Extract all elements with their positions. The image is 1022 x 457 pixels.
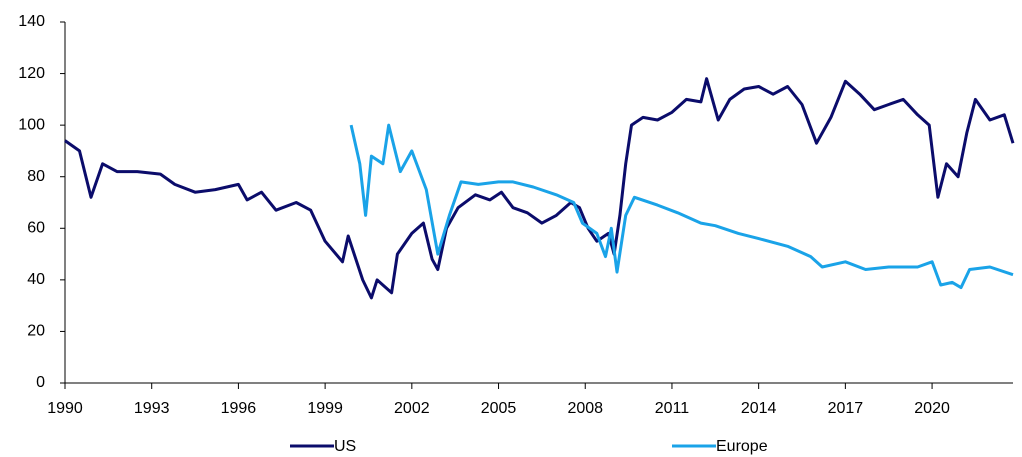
y-tick-label: 40 xyxy=(27,271,45,288)
y-tick-label: 140 xyxy=(18,13,45,30)
x-tick-label: 2005 xyxy=(481,400,517,417)
x-tick-label: 2020 xyxy=(914,400,950,417)
x-tick-label: 1990 xyxy=(47,400,83,417)
legend-label: Europe xyxy=(716,438,768,455)
x-tick-label: 2008 xyxy=(567,400,603,417)
y-tick-label: 80 xyxy=(27,168,45,185)
y-tick-label: 120 xyxy=(18,65,45,82)
x-tick-label: 2017 xyxy=(828,400,864,417)
line xyxy=(349,123,1014,290)
x-tick-label: 2011 xyxy=(655,400,690,417)
x-tick-label: 1999 xyxy=(307,400,343,417)
x-tick-label: 2014 xyxy=(741,400,777,417)
y-tick-label: 100 xyxy=(18,116,45,133)
y-tick-label: 20 xyxy=(27,323,45,340)
x-tick-label: 1996 xyxy=(221,400,257,417)
y-tick-label: 0 xyxy=(36,374,45,391)
y-tick-label: 60 xyxy=(27,220,45,237)
x-tick-label: 2002 xyxy=(394,400,430,417)
legend-label: US xyxy=(334,438,356,455)
x-tick-label: 1993 xyxy=(134,400,170,417)
